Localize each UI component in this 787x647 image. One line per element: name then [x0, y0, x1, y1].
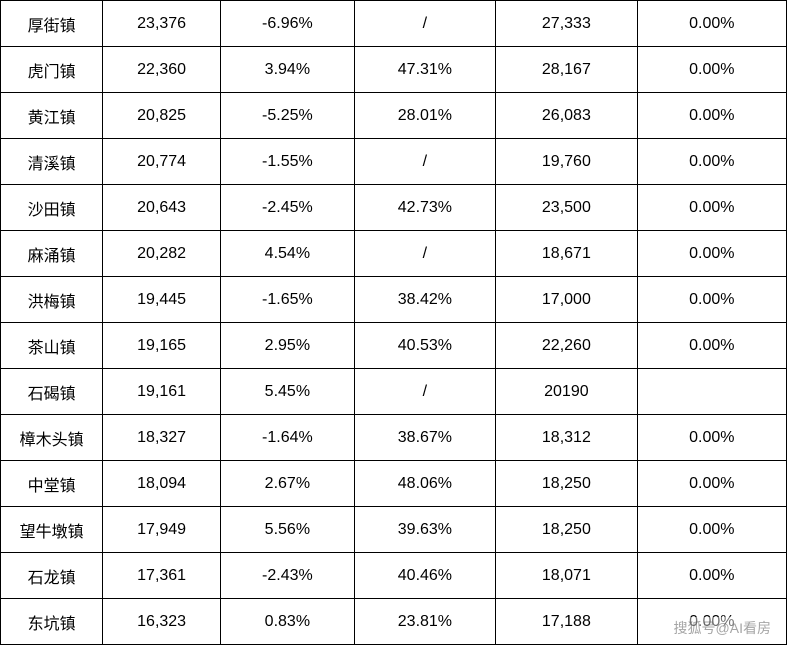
cell-percent-2: 47.31% — [354, 47, 495, 93]
cell-percent-1: 2.67% — [221, 461, 355, 507]
cell-value-2: 22,260 — [496, 323, 637, 369]
cell-percent-3: 0.00% — [637, 553, 786, 599]
table-row: 石龙镇17,361-2.43%40.46%18,0710.00% — [1, 553, 787, 599]
cell-percent-3: 0.00% — [637, 139, 786, 185]
cell-percent-3: 0.00% — [637, 231, 786, 277]
cell-town-name: 厚街镇 — [1, 1, 103, 47]
cell-value-2: 18,250 — [496, 507, 637, 553]
cell-value-1: 16,323 — [103, 599, 221, 645]
cell-value-1: 18,094 — [103, 461, 221, 507]
cell-town-name: 黄江镇 — [1, 93, 103, 139]
cell-percent-3: 0.00% — [637, 323, 786, 369]
cell-percent-1: -1.55% — [221, 139, 355, 185]
cell-percent-3: 0.00% — [637, 47, 786, 93]
cell-percent-3: 0.00% — [637, 507, 786, 553]
cell-value-2: 18,312 — [496, 415, 637, 461]
cell-town-name: 沙田镇 — [1, 185, 103, 231]
cell-value-1: 19,445 — [103, 277, 221, 323]
cell-value-2: 26,083 — [496, 93, 637, 139]
cell-value-2: 18,071 — [496, 553, 637, 599]
cell-percent-1: 4.54% — [221, 231, 355, 277]
table-body: 厚街镇23,376-6.96%/27,3330.00%虎门镇22,3603.94… — [1, 1, 787, 645]
cell-percent-1: 3.94% — [221, 47, 355, 93]
table-row: 望牛墩镇17,9495.56%39.63%18,2500.00% — [1, 507, 787, 553]
cell-town-name: 石碣镇 — [1, 369, 103, 415]
cell-percent-2: 38.42% — [354, 277, 495, 323]
cell-value-1: 17,949 — [103, 507, 221, 553]
cell-percent-3: 0.00% — [637, 415, 786, 461]
cell-percent-1: -5.25% — [221, 93, 355, 139]
table-row: 沙田镇20,643-2.45%42.73%23,5000.00% — [1, 185, 787, 231]
cell-percent-2: 23.81% — [354, 599, 495, 645]
cell-value-2: 17,188 — [496, 599, 637, 645]
cell-percent-2: 28.01% — [354, 93, 495, 139]
table-row: 虎门镇22,3603.94%47.31%28,1670.00% — [1, 47, 787, 93]
cell-value-1: 17,361 — [103, 553, 221, 599]
cell-percent-3: 0.00% — [637, 1, 786, 47]
cell-percent-3: 0.00% — [637, 461, 786, 507]
cell-town-name: 中堂镇 — [1, 461, 103, 507]
cell-town-name: 麻涌镇 — [1, 231, 103, 277]
table-row: 石碣镇19,1615.45%/20190 — [1, 369, 787, 415]
cell-town-name: 望牛墩镇 — [1, 507, 103, 553]
cell-value-1: 22,360 — [103, 47, 221, 93]
cell-percent-3: 0.00% — [637, 185, 786, 231]
cell-percent-1: -2.43% — [221, 553, 355, 599]
cell-percent-2: 48.06% — [354, 461, 495, 507]
table-row: 麻涌镇20,2824.54%/18,6710.00% — [1, 231, 787, 277]
table-row: 中堂镇18,0942.67%48.06%18,2500.00% — [1, 461, 787, 507]
cell-percent-2: 38.67% — [354, 415, 495, 461]
cell-percent-1: -2.45% — [221, 185, 355, 231]
cell-value-2: 28,167 — [496, 47, 637, 93]
table-row: 黄江镇20,825-5.25%28.01%26,0830.00% — [1, 93, 787, 139]
cell-percent-2: / — [354, 231, 495, 277]
cell-value-2: 20190 — [496, 369, 637, 415]
cell-value-1: 23,376 — [103, 1, 221, 47]
cell-percent-2: 40.53% — [354, 323, 495, 369]
cell-percent-3: 0.00% — [637, 93, 786, 139]
price-data-table: 厚街镇23,376-6.96%/27,3330.00%虎门镇22,3603.94… — [0, 0, 787, 645]
cell-town-name: 樟木头镇 — [1, 415, 103, 461]
cell-value-2: 17,000 — [496, 277, 637, 323]
cell-percent-3 — [637, 369, 786, 415]
cell-percent-1: -6.96% — [221, 1, 355, 47]
table-row: 洪梅镇19,445-1.65%38.42%17,0000.00% — [1, 277, 787, 323]
cell-town-name: 石龙镇 — [1, 553, 103, 599]
cell-value-1: 20,282 — [103, 231, 221, 277]
cell-percent-1: 0.83% — [221, 599, 355, 645]
cell-percent-2: 42.73% — [354, 185, 495, 231]
cell-percent-2: 40.46% — [354, 553, 495, 599]
cell-percent-1: 2.95% — [221, 323, 355, 369]
table-row: 厚街镇23,376-6.96%/27,3330.00% — [1, 1, 787, 47]
cell-town-name: 洪梅镇 — [1, 277, 103, 323]
cell-value-2: 27,333 — [496, 1, 637, 47]
table-row: 茶山镇19,1652.95%40.53%22,2600.00% — [1, 323, 787, 369]
cell-town-name: 东坑镇 — [1, 599, 103, 645]
cell-value-2: 18,671 — [496, 231, 637, 277]
cell-percent-2: 39.63% — [354, 507, 495, 553]
cell-value-1: 18,327 — [103, 415, 221, 461]
watermark-text: 搜狐号@AI看房 — [670, 617, 775, 639]
cell-town-name: 清溪镇 — [1, 139, 103, 185]
table-row: 樟木头镇18,327-1.64%38.67%18,3120.00% — [1, 415, 787, 461]
cell-percent-1: 5.45% — [221, 369, 355, 415]
cell-value-1: 20,774 — [103, 139, 221, 185]
cell-value-1: 19,161 — [103, 369, 221, 415]
cell-value-1: 20,825 — [103, 93, 221, 139]
cell-percent-1: -1.65% — [221, 277, 355, 323]
cell-value-2: 23,500 — [496, 185, 637, 231]
table-row: 清溪镇20,774-1.55%/19,7600.00% — [1, 139, 787, 185]
cell-percent-2: / — [354, 139, 495, 185]
cell-value-2: 19,760 — [496, 139, 637, 185]
cell-town-name: 茶山镇 — [1, 323, 103, 369]
cell-percent-1: -1.64% — [221, 415, 355, 461]
cell-percent-2: / — [354, 1, 495, 47]
cell-value-1: 20,643 — [103, 185, 221, 231]
cell-value-2: 18,250 — [496, 461, 637, 507]
cell-percent-3: 0.00% — [637, 277, 786, 323]
cell-value-1: 19,165 — [103, 323, 221, 369]
cell-town-name: 虎门镇 — [1, 47, 103, 93]
cell-percent-2: / — [354, 369, 495, 415]
cell-percent-1: 5.56% — [221, 507, 355, 553]
